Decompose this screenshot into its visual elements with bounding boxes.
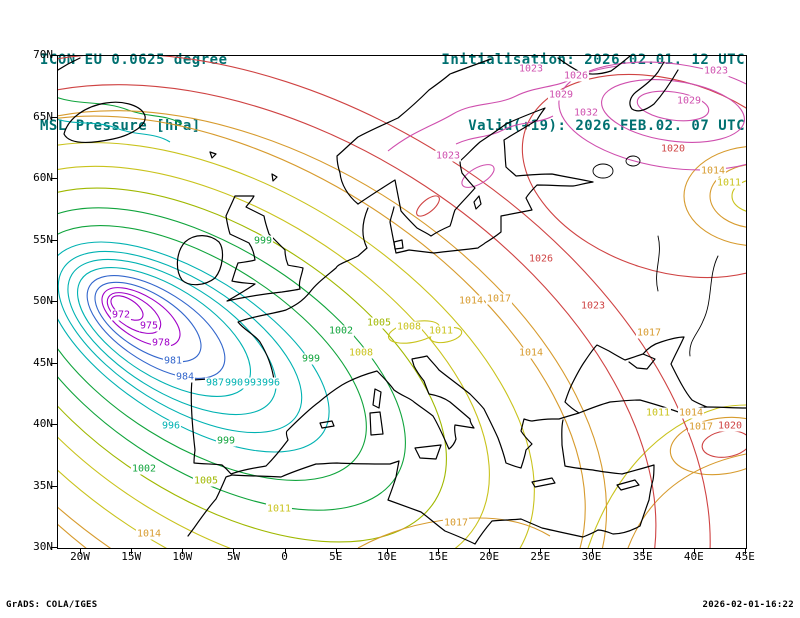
model-title: ICON EU 0.0625 degree: [40, 52, 228, 68]
lon-label-0: 0: [281, 550, 288, 563]
lon-label-5W: 5W: [226, 550, 241, 563]
contours-1020-1026: [58, 56, 746, 548]
lat-label-60N: 60N: [33, 171, 53, 184]
lon-tick: [335, 548, 337, 554]
contours-1029-plus: [387, 61, 746, 188]
lon-label-15E: 15E: [428, 550, 448, 563]
lon-label-35E: 35E: [632, 550, 653, 563]
lat-tick: [51, 239, 57, 241]
coast-norway: [336, 58, 492, 205]
coast-black-sea: [564, 336, 708, 414]
coast-ireland: [176, 235, 224, 286]
lat-tick: [51, 116, 57, 118]
lon-tick: [744, 548, 746, 554]
pressure-contours: [58, 56, 746, 548]
lon-tick: [233, 548, 235, 554]
lat-label-70N: 70N: [33, 48, 53, 61]
lat-tick: [51, 301, 57, 302]
lakes-rivers: [592, 155, 719, 357]
lon-tick: [642, 548, 644, 554]
coastlines: [58, 56, 746, 545]
lat-label-50N: 50N: [33, 294, 53, 307]
coast-baltic: [357, 107, 594, 254]
lat-label-40N: 40N: [33, 417, 53, 430]
lon-tick: [438, 548, 440, 554]
creation-timestamp: 2026-02-01-16:22: [702, 600, 794, 610]
lon-label-45E: 45E: [735, 550, 755, 563]
europe-pressure-map-svg: [58, 56, 746, 548]
lat-label-30N: 30N: [33, 540, 53, 553]
coast-turkey-africa: [187, 419, 655, 545]
lon-tick: [284, 548, 286, 554]
coast-islands: [319, 195, 640, 491]
lon-label-10W: 10W: [172, 550, 193, 563]
lon-tick: [489, 548, 491, 554]
lon-tick: [591, 548, 593, 554]
coast-greenland-corner: [58, 57, 81, 71]
lon-label-40E: 40E: [683, 550, 704, 563]
lat-label-45N: 45N: [33, 355, 53, 369]
coast-great-britain: [225, 195, 304, 302]
lat-label-65N: 65N: [33, 109, 53, 123]
lat-tick: [51, 485, 57, 487]
run-info-block: Initialisation: 2026.02.01. 12 UTC Valid…: [441, 5, 745, 159]
coast-faroes: [209, 151, 278, 182]
lat-tick: [51, 424, 57, 425]
lon-label-20E: 20E: [479, 550, 500, 563]
lat-label-55N: 55N: [33, 232, 53, 246]
valid-time: Valid(+19): 2026.FEB.02. 07 UTC: [468, 118, 745, 134]
lon-label-25E: 25E: [530, 550, 551, 563]
coast-iceland: [63, 101, 146, 144]
contours-1014-1017: [58, 110, 746, 548]
lon-tick: [131, 548, 133, 554]
lon-tick: [386, 548, 388, 554]
lat-tick: [51, 362, 57, 364]
contour-1005: [58, 187, 447, 543]
lat-tick: [51, 547, 57, 548]
contours-972-978: [101, 287, 181, 347]
lon-tick: [693, 548, 695, 554]
lon-tick: [80, 548, 81, 554]
contours-1008-1011: [58, 142, 746, 548]
coast-kola-whitesea: [557, 56, 679, 112]
contours-987-996: [58, 118, 330, 453]
lon-label-20W: 20W: [70, 550, 90, 563]
lon-label-15W: 15W: [121, 550, 142, 563]
lat-label-35N: 35N: [33, 478, 53, 492]
map-frame: 972 975 978 981 984 987 990 993 996 996 999 999 999 1…: [57, 55, 747, 549]
lon-label-10E: 10E: [376, 550, 397, 563]
coast-continent-west: [190, 207, 746, 475]
lon-tick: [540, 548, 542, 554]
grads-credit: GrADS: COLA/IGES: [6, 600, 98, 610]
lat-tick: [51, 178, 57, 179]
lat-tick: [51, 55, 57, 56]
contours-981-984: [86, 275, 226, 379]
lon-label-30E: 30E: [581, 550, 602, 563]
lon-label-5E: 5E: [329, 550, 343, 563]
lon-tick: [182, 548, 184, 554]
